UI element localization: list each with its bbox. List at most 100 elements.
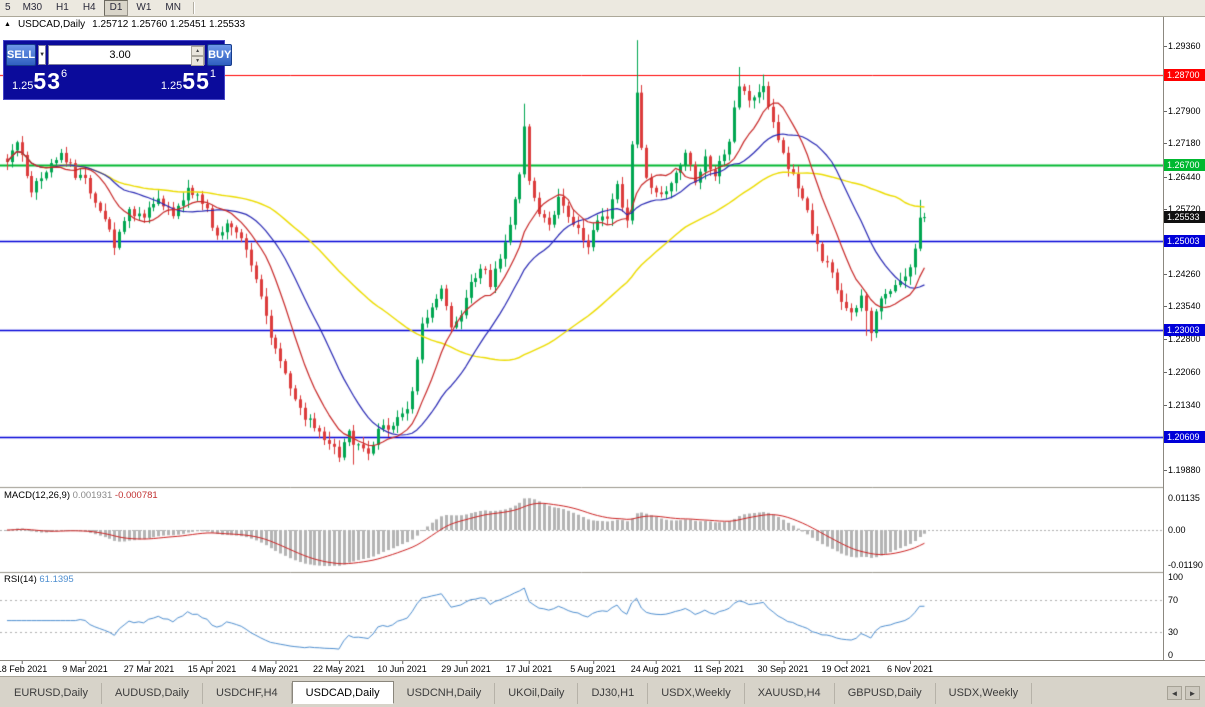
date-axis-label: 6 Nov 2021 (886, 661, 934, 674)
price-axis-tick: 1.22060 (1164, 367, 1201, 377)
buy-price-point: 1 (209, 68, 216, 80)
price-level-badge: 1.28700 (1164, 69, 1205, 81)
macd-signal-value: -0.000781 (114, 490, 158, 501)
macd-axis-label: 0.01135 (1168, 493, 1200, 503)
chart-tab-bar: EURUSD,Daily AUDUSD,Daily USDCHF,H4 USDCAD,… (0, 676, 1205, 707)
buy-price-pips: 55 (182, 68, 210, 94)
chevron-down-icon: ▼ (39, 52, 46, 58)
chart-tab-usdx-weekly[interactable]: USDX,Weekly (936, 683, 1033, 704)
timeframe-button-5[interactable]: 5 (5, 2, 11, 13)
rsi-axis-label: 30 (1168, 627, 1179, 637)
date-axis[interactable]: 18 Feb 2021 9 Mar 2021 27 Mar 2021 15 Apr 2… (0, 660, 1205, 676)
timeframe-button-h4[interactable]: H4 (82, 2, 96, 13)
price-axis-tick: 1.26440 (1164, 172, 1201, 182)
price-axis-tick: 1.25720 (1164, 204, 1201, 214)
chart-tab-dj30-h1[interactable]: DJ30,H1 (578, 683, 649, 704)
chart-tab-usdchf-h4[interactable]: USDCHF,H4 (203, 683, 292, 704)
macd-indicator-label: MACD(12,26,9) 0.001931 -0.000781 (4, 490, 158, 501)
date-axis-label: 5 Aug 2021 (570, 661, 616, 674)
price-level-badge: 1.23003 (1164, 324, 1205, 336)
chart-symbol-icon: ▲ (4, 20, 11, 28)
trade-controls-row: SELL ▼ ▲ ▼ BUY (4, 41, 233, 68)
toolbar-separator (192, 2, 195, 14)
chart-tab-usdcad-daily[interactable]: USDCAD,Daily (291, 681, 394, 704)
volume-decrease-button[interactable]: ▼ (191, 56, 205, 66)
date-axis-label: 10 Jun 2021 (377, 661, 427, 674)
sell-price-point: 6 (61, 68, 68, 80)
chart-tab-usdx-weekly[interactable]: USDX,Weekly (648, 683, 745, 704)
rsi-indicator-label: RSI(14) 61.1395 (4, 574, 74, 585)
timeframe-button-m30[interactable]: M30 (22, 2, 43, 13)
chart-tab-audusd-daily[interactable]: AUDUSD,Daily (102, 683, 203, 704)
date-axis-label: 24 Aug 2021 (630, 661, 682, 674)
price-axis-tick: 1.21340 (1164, 400, 1201, 410)
current-price-badge: 1.25533 (1164, 211, 1205, 223)
rsi-value: 61.1395 (39, 574, 74, 585)
chart-tab-gbpusd-daily[interactable]: GBPUSD,Daily (835, 683, 936, 704)
sell-price-pips: 53 (33, 68, 62, 94)
date-axis-label: 29 Jun 2021 (441, 661, 491, 674)
one-click-trading-panel: SELL ▼ ▲ ▼ BUY 1.25 53 6 (3, 40, 233, 100)
date-axis-label: 22 May 2021 (312, 661, 366, 674)
date-axis-label: 18 Feb 2021 (0, 661, 47, 674)
date-axis-label: 9 Mar 2021 (62, 661, 108, 674)
volume-field: ▲ ▼ (48, 45, 206, 66)
chart-tab-usdcnh-daily[interactable]: USDCNH,Daily (394, 683, 496, 704)
tabs-scroll-right-button[interactable]: ► (1185, 686, 1200, 700)
price-level-badge: 1.26700 (1164, 159, 1205, 171)
buy-price-display[interactable]: 1.25 55 1 (161, 68, 216, 95)
trade-prices-row: 1.25 53 6 1.25 55 1 (4, 68, 224, 95)
volume-input[interactable] (49, 46, 192, 64)
macd-name: MACD(12,26,9) (4, 490, 70, 501)
price-axis-tick: 1.22800 (1164, 334, 1201, 344)
chart-header: ▲ USDCAD,Daily 1.25712 1.25760 1.25451 1… (4, 19, 245, 30)
rsi-name: RSI(14) (4, 574, 37, 585)
timeframe-button-mn[interactable]: MN (165, 2, 181, 13)
chart-tabs: EURUSD,Daily AUDUSD,Daily USDCHF,H4 USDCAD,… (1, 681, 1033, 704)
price-axis-tick: 1.24260 (1164, 269, 1201, 279)
tab-scroll-arrows: ◄ ► (1167, 686, 1200, 700)
rsi-axis-label: 0 (1168, 650, 1174, 660)
chart-tab-ukoil-daily[interactable]: UKOil,Daily (495, 683, 579, 704)
date-axis-label: 17 Jul 2021 (505, 661, 553, 674)
volume-spinner: ▲ ▼ (191, 46, 205, 66)
rsi-axis-label: 100 (1168, 572, 1184, 582)
date-axis-label: 11 Sep 2021 (693, 661, 745, 674)
chart-tab-eurusd-daily[interactable]: EURUSD,Daily (1, 683, 102, 704)
sell-button[interactable]: SELL (6, 44, 37, 66)
price-level-badge: 1.20609 (1164, 431, 1205, 443)
timeframe-button-h1[interactable]: H1 (56, 2, 69, 13)
price-chart-canvas[interactable] (0, 17, 1163, 660)
price-axis-tick: 1.27180 (1164, 138, 1201, 148)
buy-button[interactable]: BUY (207, 44, 233, 66)
price-axis-tick: 1.27900 (1164, 106, 1201, 116)
volume-dropdown[interactable]: ▼ (38, 45, 47, 65)
price-axis-tick: 1.29360 (1164, 41, 1201, 51)
sell-price-display[interactable]: 1.25 53 6 (12, 68, 67, 95)
rsi-axis-label: 70 (1168, 595, 1179, 605)
price-level-badge: 1.25003 (1164, 235, 1205, 247)
buy-price-prefix: 1.25 (160, 80, 183, 92)
chart-ohlc-values: 1.25712 1.25760 1.25451 1.25533 (92, 19, 246, 30)
price-axis[interactable]: 1.29360 1.27900 1.27180 1.26440 1.25720 1.242… (1163, 17, 1205, 660)
price-axis-tick: 1.23540 (1164, 301, 1201, 311)
macd-main-value: 0.001931 (72, 490, 113, 501)
date-axis-label: 27 Mar 2021 (123, 661, 175, 674)
date-axis-label: 15 Apr 2021 (187, 661, 237, 674)
price-axis-tick: 1.19880 (1164, 465, 1201, 475)
chart-tab-xauusd-h4[interactable]: XAUUSD,H4 (745, 683, 835, 704)
date-axis-label: 30 Sep 2021 (757, 661, 809, 674)
timeframe-toolbar: 5 M30 H1 H4 D1 W1 MN (0, 0, 1205, 17)
macd-axis-label: 0.00 (1168, 525, 1186, 535)
macd-axis-label: -0.01190 (1168, 560, 1203, 570)
chart-symbol-label: USDCAD,Daily (17, 19, 86, 30)
chart-region: ▲ USDCAD,Daily 1.25712 1.25760 1.25451 1… (0, 17, 1163, 660)
timeframe-button-w1[interactable]: W1 (136, 2, 152, 13)
tabs-scroll-left-button[interactable]: ◄ (1167, 686, 1182, 700)
date-axis-label: 4 May 2021 (251, 661, 299, 674)
timeframe-button-d1[interactable]: D1 (103, 0, 129, 16)
volume-increase-button[interactable]: ▲ (191, 46, 205, 56)
sell-price-prefix: 1.25 (12, 80, 34, 92)
date-axis-label: 19 Oct 2021 (821, 661, 871, 674)
